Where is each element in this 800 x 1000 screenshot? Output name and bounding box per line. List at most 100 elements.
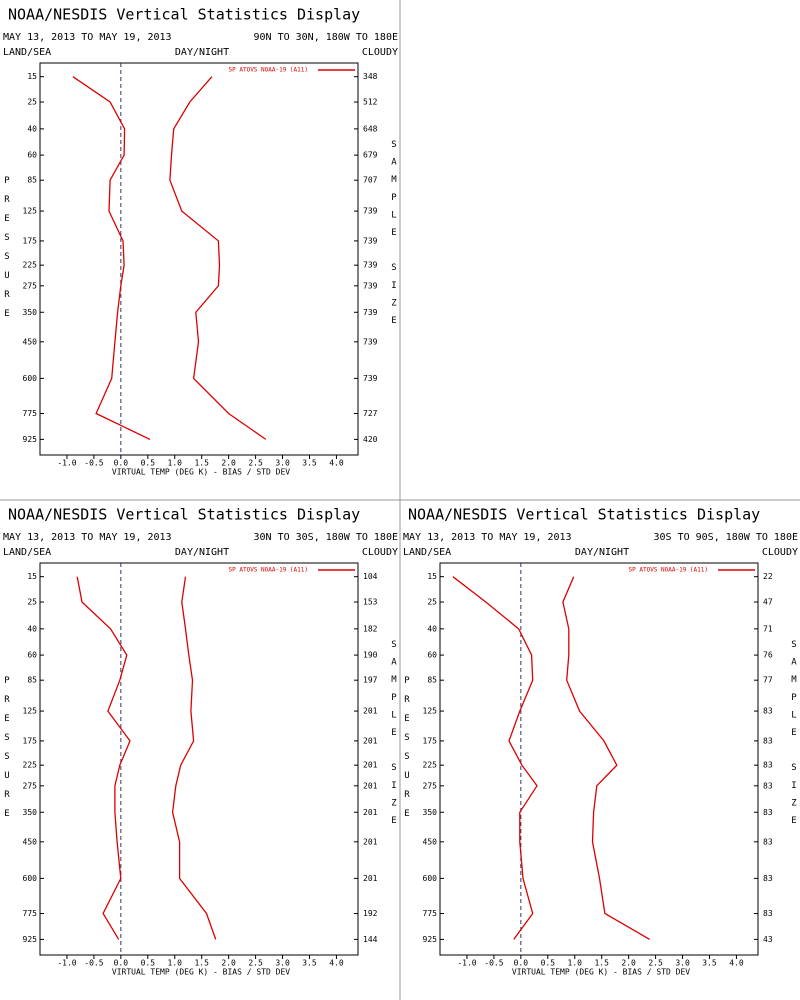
y-tick-label: 350	[423, 808, 438, 817]
y-tick-label: 225	[423, 761, 438, 770]
cloudy: CLOUDY	[362, 47, 398, 58]
subtitle: MAY 13, 2013 TO MAY 19, 2013	[3, 32, 172, 43]
y-tick-label: 925	[23, 435, 38, 444]
x-tick-label: 0.5	[141, 959, 156, 968]
x-tick-label: 0.0	[114, 459, 129, 468]
y-tick-label: 25	[427, 598, 437, 607]
y-tick-label: 925	[23, 935, 38, 944]
series-line	[72, 76, 151, 440]
sample-size: 83	[763, 781, 773, 790]
x-tick-label: 1.0	[568, 959, 583, 968]
y-tick-label: 450	[23, 837, 38, 846]
day-night: DAY/NIGHT	[175, 547, 229, 558]
cloudy: CLOUDY	[362, 547, 398, 558]
x-tick-label: 1.0	[168, 459, 183, 468]
x-axis-label: VIRTUAL TEMP (DEG K) - BIAS / STD DEV	[112, 968, 290, 977]
y-tick-label: 85	[27, 676, 37, 685]
sample-size: 83	[763, 874, 773, 883]
sample-size: 420	[363, 435, 378, 444]
y-tick-label: 450	[23, 337, 38, 346]
y-tick-label: 275	[23, 781, 38, 790]
chart-title: NOAA/NESDIS Vertical Statistics Display	[408, 506, 760, 524]
x-tick-label: -1.0	[57, 959, 76, 968]
y-tick-label: 60	[427, 651, 437, 660]
y-axis-label: PRESSURE	[402, 676, 412, 828]
y-tick-label: 275	[423, 781, 438, 790]
y-tick-label: 600	[23, 874, 38, 883]
x-tick-label: 1.5	[594, 959, 609, 968]
x-tick-label: 0.5	[541, 959, 556, 968]
sample-size: 679	[363, 151, 378, 160]
x-tick-label: 3.5	[302, 959, 317, 968]
x-tick-label: -0.5	[484, 959, 503, 968]
y-tick-label: 40	[27, 124, 37, 133]
y-tick-label: 60	[27, 151, 37, 160]
sample-size: 739	[363, 281, 378, 290]
x-tick-label: -0.5	[84, 459, 103, 468]
x-tick-label: 3.5	[702, 959, 717, 968]
y-tick-label: 125	[23, 707, 38, 716]
x-tick-label: -1.0	[57, 459, 76, 468]
chart-title: NOAA/NESDIS Vertical Statistics Display	[8, 6, 360, 24]
y-tick-label: 600	[23, 374, 38, 383]
sample-size: 201	[363, 837, 378, 846]
y-tick-label: 175	[23, 736, 38, 745]
sample-size: 739	[363, 261, 378, 270]
region: 30S TO 90S, 180W TO 180E	[654, 532, 799, 543]
plot-frame	[39, 562, 359, 956]
y-tick-label: 600	[423, 874, 438, 883]
sample-size: 707	[363, 176, 378, 185]
sample-size: 512	[363, 98, 378, 107]
x-tick-label: 2.5	[648, 959, 663, 968]
x-axis-label: VIRTUAL TEMP (DEG K) - BIAS / STD DEV	[512, 968, 690, 977]
y-tick-label: 275	[23, 281, 38, 290]
x-tick-label: 1.5	[194, 459, 209, 468]
x-tick-label: 2.0	[621, 959, 636, 968]
sample-size: 348	[363, 72, 378, 81]
series-line	[76, 576, 131, 940]
sample-size: 201	[363, 761, 378, 770]
x-tick-label: 0.0	[514, 959, 529, 968]
series-line	[171, 576, 217, 940]
sample-size: 201	[363, 707, 378, 716]
sample-size: 190	[363, 651, 378, 660]
legend-label: SP ATOVS NOAA-19 (A11)	[629, 567, 708, 574]
x-tick-label: 0.0	[114, 959, 129, 968]
y-tick-label: 925	[423, 935, 438, 944]
sample-size: 182	[363, 624, 378, 633]
y-tick-label: 225	[23, 761, 38, 770]
day-night: DAY/NIGHT	[575, 547, 629, 558]
y-tick-label: 175	[23, 236, 38, 245]
sample-size: 197	[363, 676, 378, 685]
y-tick-label: 25	[27, 598, 37, 607]
x-tick-label: 4.0	[329, 959, 344, 968]
x-tick-label: 0.5	[141, 459, 156, 468]
y2-axis-label: SAMPLE SIZE	[389, 140, 399, 334]
day-night: DAY/NIGHT	[175, 47, 229, 58]
x-tick-label: 1.0	[168, 959, 183, 968]
land-sea: LAND/SEA	[3, 47, 51, 58]
sample-size: 83	[763, 761, 773, 770]
sample-size: 77	[763, 676, 773, 685]
sample-size: 739	[363, 374, 378, 383]
sample-size: 76	[763, 651, 773, 660]
plot-frame	[439, 562, 759, 956]
x-tick-label: 3.0	[275, 959, 290, 968]
y-tick-label: 85	[27, 176, 37, 185]
sample-size: 83	[763, 707, 773, 716]
x-tick-label: -1.0	[457, 959, 476, 968]
land-sea: LAND/SEA	[403, 547, 451, 558]
x-tick-label: 2.0	[221, 459, 236, 468]
sample-size: 201	[363, 874, 378, 883]
sample-size: 739	[363, 308, 378, 317]
region: 30N TO 30S, 180W TO 180E	[254, 532, 399, 543]
sample-size: 201	[363, 736, 378, 745]
sample-size: 83	[763, 808, 773, 817]
y-tick-label: 775	[23, 909, 38, 918]
x-tick-label: 4.0	[729, 959, 744, 968]
sample-size: 739	[363, 207, 378, 216]
sample-size: 47	[763, 598, 773, 607]
sample-size: 83	[763, 909, 773, 918]
y-axis-label: PRESSURE	[2, 176, 12, 328]
